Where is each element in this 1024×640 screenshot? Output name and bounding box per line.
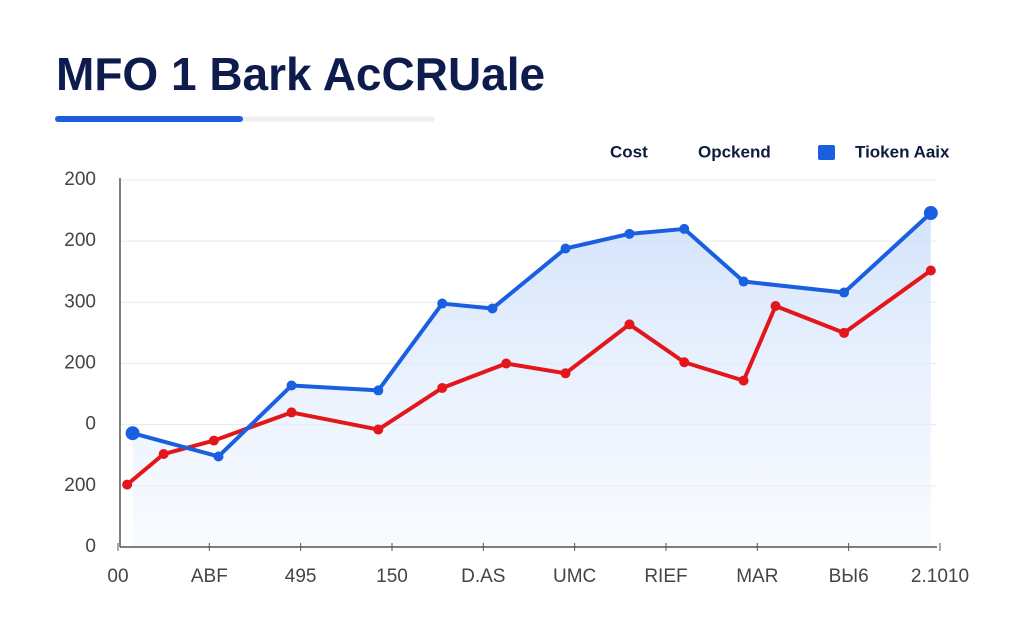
y-tick-label: 300: [64, 291, 96, 312]
x-tick-label: UMC: [553, 566, 596, 587]
point: [770, 301, 781, 312]
point: [679, 357, 690, 368]
y-tick-label: 0: [85, 536, 96, 557]
point: [923, 206, 938, 221]
point: [624, 228, 635, 239]
point: [125, 426, 140, 441]
x-tick-label: RIEF: [644, 566, 687, 587]
y-tick-label: 200: [64, 169, 96, 190]
point: [487, 303, 498, 314]
area: [132, 213, 931, 547]
point: [560, 368, 571, 379]
legend-label: Tioken Aaix: [855, 142, 950, 161]
point: [560, 243, 571, 254]
point: [738, 375, 749, 386]
point: [286, 407, 297, 418]
x-tick-label: 00: [107, 566, 128, 587]
point: [158, 449, 169, 460]
point: [839, 287, 850, 298]
point: [208, 435, 219, 446]
point: [925, 265, 936, 276]
point: [373, 385, 384, 396]
x-tick-label: 150: [376, 566, 408, 587]
x-tick-label: BЫ6: [829, 566, 869, 587]
legend-title: Cost: [610, 142, 648, 161]
legend-swatch: [818, 145, 835, 160]
point: [501, 358, 512, 369]
y-tick-label: 200: [64, 353, 96, 374]
x-tick-label: D.AS: [461, 566, 505, 587]
point: [624, 319, 635, 330]
series-line: [132, 211, 933, 459]
x-tick-label: 2.1010: [911, 566, 969, 587]
point: [213, 451, 224, 462]
point: [122, 479, 133, 490]
x-tick-label: MAR: [736, 566, 778, 587]
point: [286, 380, 297, 391]
legend-label: Opckend: [698, 142, 771, 161]
point: [839, 327, 850, 338]
point: [437, 298, 448, 309]
x-tick-label: 495: [285, 566, 317, 587]
point: [437, 382, 448, 393]
y-tick-label: 0: [85, 414, 96, 435]
point: [679, 223, 690, 234]
series-line: [125, 268, 933, 487]
x-tick-label: ABF: [191, 566, 228, 587]
point: [738, 276, 749, 287]
y-tick-label: 200: [64, 475, 96, 496]
chart-title: MFO 1 Bark AcCRUale: [56, 48, 545, 100]
point: [373, 424, 384, 435]
y-tick-label: 200: [64, 230, 96, 251]
